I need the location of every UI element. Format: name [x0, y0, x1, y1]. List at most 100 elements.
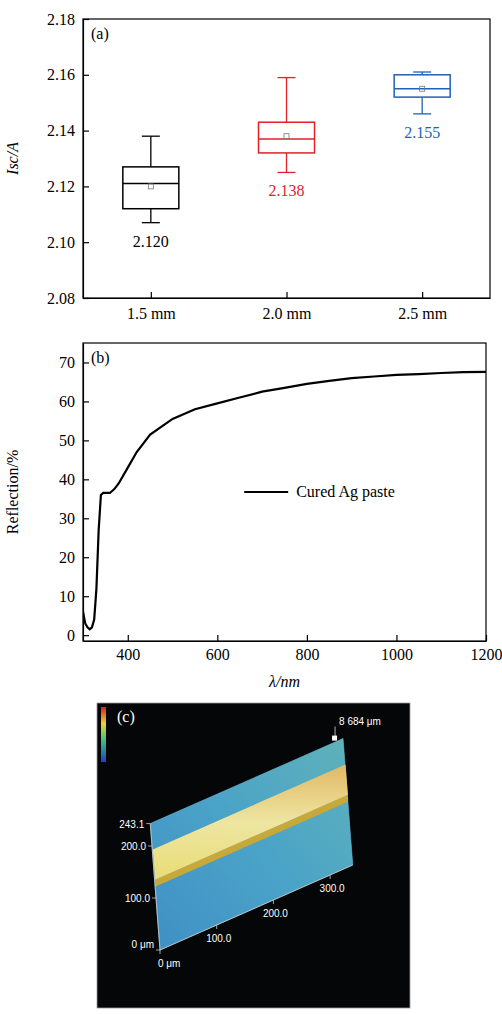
annotation: 8 684 μm	[339, 716, 381, 727]
tick: 10	[59, 588, 89, 605]
plot-frame	[83, 343, 486, 641]
tick-mark	[286, 292, 287, 298]
tick-mark	[83, 557, 89, 558]
legend: Cured Ag paste	[244, 483, 395, 501]
tick-mark	[83, 596, 89, 597]
whisker-cap-low	[278, 172, 296, 173]
whisker-low	[150, 209, 151, 223]
tick: 1000	[381, 635, 413, 663]
tick-mark	[156, 950, 160, 951]
box-group	[394, 72, 450, 114]
x-axis-title: λ/nm	[268, 673, 300, 690]
median	[394, 88, 450, 90]
panel-c: 0 μm100.0200.0300.00 μm100.0200.0243.18 …	[97, 703, 410, 1008]
tick-label: 200.0	[263, 908, 288, 919]
panel-label: (c)	[117, 708, 135, 726]
tick-label: 100.0	[125, 893, 150, 904]
plot-frame	[83, 19, 490, 298]
tick: 50	[59, 432, 89, 449]
tick-mark	[396, 635, 397, 641]
x-axis: 1.5 mm 2.0 mm 2.5 mm	[84, 292, 491, 322]
line	[83, 372, 486, 629]
data-label: 2.120	[133, 233, 169, 250]
tick-mark	[146, 823, 150, 824]
stripe	[153, 764, 348, 879]
tick-mark	[83, 186, 89, 187]
whisker-low	[286, 153, 287, 173]
tick-mark	[216, 925, 217, 929]
panel-label: (a)	[91, 25, 109, 43]
tick-mark	[148, 846, 152, 847]
legend-label: Cured Ag paste	[296, 483, 395, 501]
tick-label: 2.18	[47, 11, 75, 28]
tick: 2.5 mm	[398, 292, 447, 322]
tick-label: 800	[295, 646, 319, 663]
tick-mark	[83, 635, 89, 636]
tick-mark	[422, 292, 423, 298]
mean-marker	[284, 134, 289, 139]
tick-label: 2.0 mm	[263, 305, 312, 322]
tick: 800	[295, 635, 319, 663]
tick-mark	[217, 635, 218, 641]
tick: 1.5 mm	[127, 292, 176, 322]
tick-label: 600	[206, 646, 230, 663]
surface	[150, 739, 353, 950]
whisker-high	[150, 136, 151, 167]
tick-label: 1.5 mm	[127, 305, 176, 322]
tick-label: 2.12	[47, 178, 75, 195]
y-axis-line	[150, 824, 160, 950]
tick-label: 2.5 mm	[398, 305, 447, 322]
tick-label: 2.14	[47, 122, 75, 139]
box	[123, 167, 179, 209]
tick-mark	[307, 635, 308, 641]
x-axis-line	[160, 865, 353, 950]
tick-label: 10	[59, 588, 75, 605]
tick-label: 20	[59, 549, 75, 566]
tick-label: 400	[116, 646, 140, 663]
tick-mark	[83, 518, 89, 519]
lines	[83, 372, 486, 629]
tick-mark	[330, 875, 331, 879]
tick-label: 2.08	[47, 290, 75, 307]
tick: 2.0 mm	[263, 292, 312, 322]
box-group	[259, 78, 315, 173]
y-axis-title: Reflection/%	[4, 450, 21, 534]
tick-mark	[128, 635, 129, 641]
tick-mark	[83, 440, 89, 441]
tick: 30	[59, 510, 89, 527]
whisker-cap-high	[142, 136, 160, 137]
tick: 20	[59, 549, 89, 566]
data-label: 2.155	[404, 124, 440, 141]
tick-label: 2.16	[47, 66, 75, 83]
x-axis: 400 600 800 1000 1200	[84, 635, 502, 663]
whisker-cap-high	[278, 77, 296, 78]
tick-mark	[83, 362, 89, 363]
boxes	[123, 72, 450, 223]
tick-label: 0	[67, 627, 75, 644]
tick-label: 0 μm	[132, 939, 154, 950]
tick: 60	[59, 393, 89, 410]
legend-swatch	[244, 491, 288, 493]
y-axis-title: Isc/A	[4, 142, 21, 176]
tick-label: 300.0	[320, 883, 345, 894]
tick-label: 40	[59, 471, 75, 488]
tick-label: 1200	[471, 646, 502, 663]
tick-mark	[273, 900, 274, 904]
tick-mark	[83, 401, 89, 402]
whisker-high	[286, 78, 287, 123]
tick-mark	[83, 479, 89, 480]
tick-label: 30	[59, 510, 75, 527]
tick: 400	[116, 635, 140, 663]
tick-label: 1000	[381, 646, 413, 663]
mean-marker	[420, 86, 425, 91]
panel-a: 2.082.102.122.142.162.181.5 mm2.0 mm2.5 …	[4, 11, 491, 323]
annotation-marker	[332, 736, 337, 741]
y-axis: 0 10 20 30 40 50 60 70	[59, 344, 89, 644]
panel-label: (b)	[91, 349, 110, 367]
tick-label: 0 μm	[158, 958, 180, 969]
tick-label: 70	[59, 354, 75, 371]
tick: 600	[206, 635, 230, 663]
tick: 40	[59, 471, 89, 488]
annotation-leader	[335, 727, 336, 737]
tick-label: 100.0	[206, 933, 231, 944]
